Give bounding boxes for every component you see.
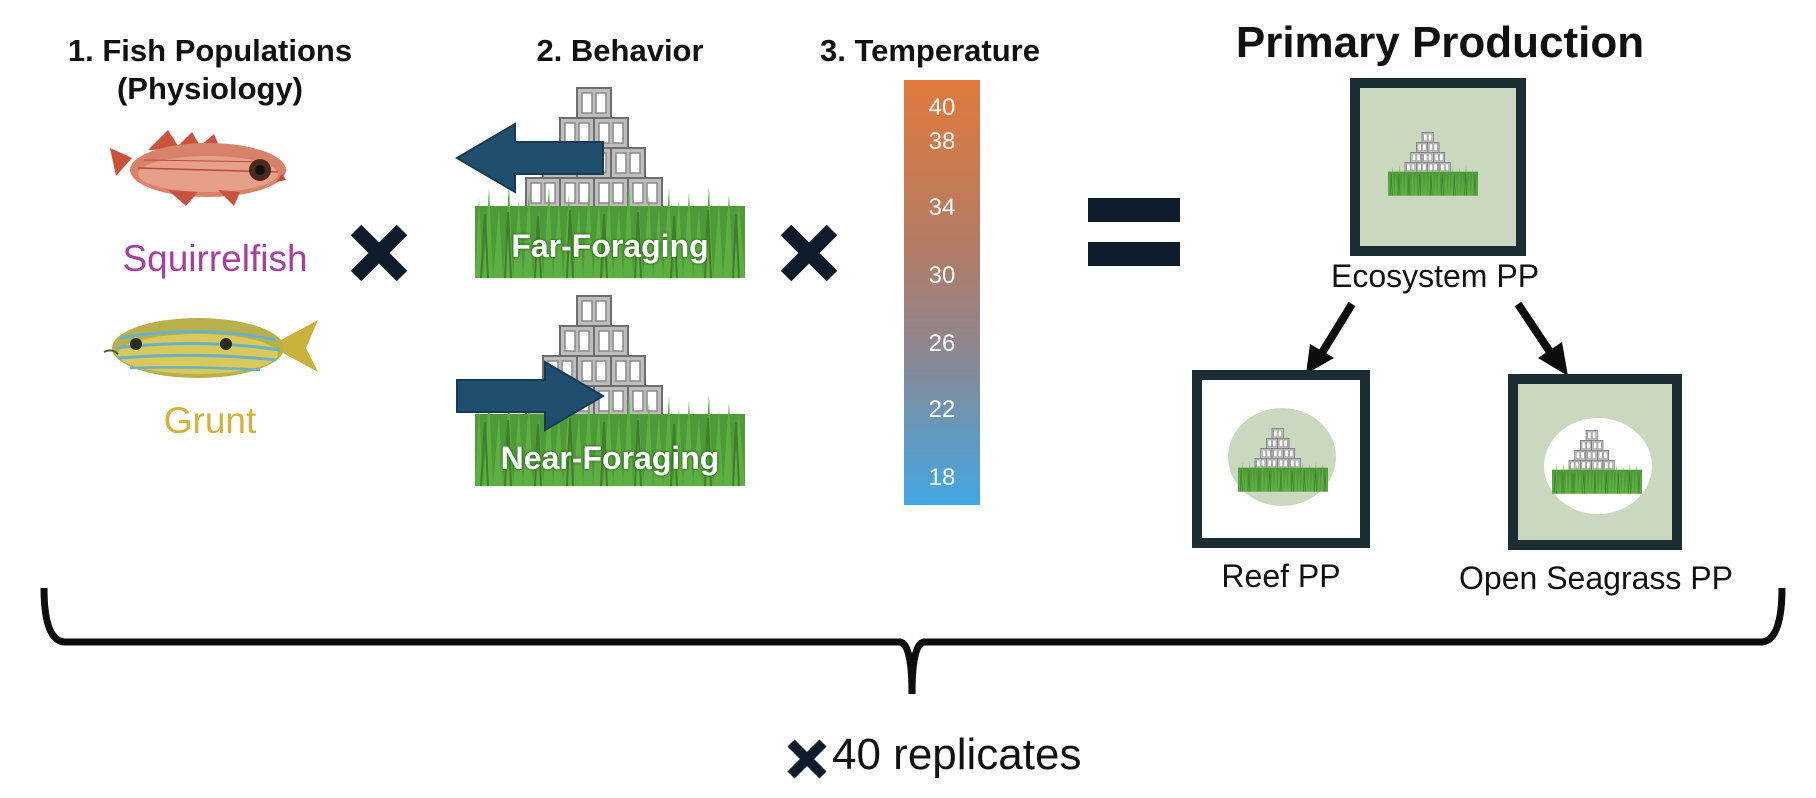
near-foraging-arrow-icon xyxy=(456,360,605,432)
temperature-colorbar: 40 38 34 30 26 22 18 xyxy=(904,80,980,505)
squirrelfish-icon xyxy=(110,130,286,206)
reef-pp-label: Reef PP xyxy=(1221,558,1341,594)
arrow-to-seagrass-icon xyxy=(1514,301,1568,376)
brace-icon xyxy=(40,587,1786,695)
arrow-to-reef-icon xyxy=(1306,301,1356,374)
fish-populations-heading-line2: (Physiology) xyxy=(116,70,303,106)
reef-pp-panel xyxy=(1192,370,1370,548)
near-foraging-label: Near-Foraging xyxy=(500,440,720,476)
far-foraging-label: Far-Foraging xyxy=(511,228,709,264)
multiply-icon xyxy=(787,739,827,779)
reef-pp-reef-icon xyxy=(1237,428,1329,492)
temperature-tick: 30 xyxy=(928,262,956,289)
primary-production-heading: Primary Production xyxy=(1235,18,1645,67)
fish-populations-heading: 1. Fish Populations (Physiology) xyxy=(60,32,360,108)
temperature-tick: 40 xyxy=(928,94,956,121)
temperature-heading: 3. Temperature xyxy=(820,33,1040,68)
temperature-tick: 26 xyxy=(928,330,956,357)
equals-icon xyxy=(1088,198,1180,266)
temperature-tick: 18 xyxy=(928,464,956,491)
replicates-label: 40 replicates xyxy=(832,730,1082,779)
temperature-tick: 22 xyxy=(928,396,956,423)
multiply-icon xyxy=(780,224,838,282)
grunt-icon xyxy=(103,318,318,378)
multiply-icon xyxy=(350,224,408,282)
species-label-grunt: Grunt xyxy=(163,400,257,441)
seagrass-pp-reef-icon xyxy=(1551,430,1643,494)
seagrass-pp-label: Open Seagrass PP xyxy=(1459,560,1733,596)
species-label-squirrelfish: Squirrelfish xyxy=(122,238,308,279)
ecosystem-pp-label: Ecosystem PP xyxy=(1330,258,1540,294)
ecosystem-reef-icon xyxy=(1387,132,1479,197)
fish-populations-heading-line1: 1. Fish Populations xyxy=(67,33,353,68)
temperature-tick: 34 xyxy=(928,194,956,221)
far-foraging-arrow-icon xyxy=(455,122,604,194)
behavior-heading: 2. Behavior xyxy=(536,33,704,68)
temperature-tick: 38 xyxy=(928,128,956,155)
